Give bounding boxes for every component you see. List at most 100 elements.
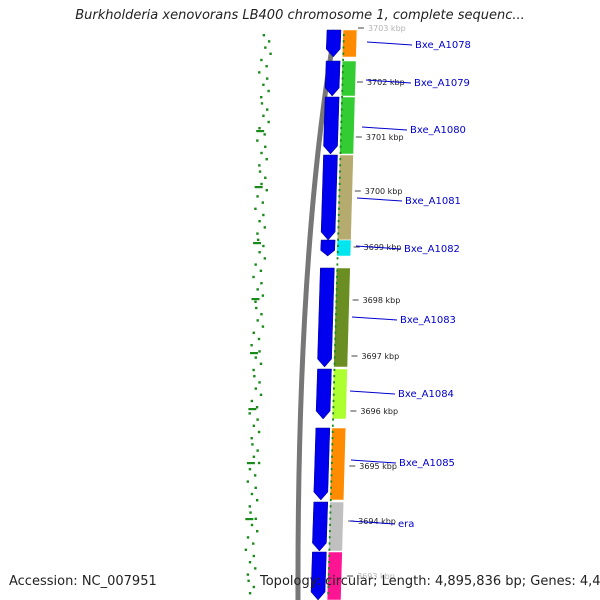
gc-dot — [331, 443, 334, 446]
gc-dot — [250, 492, 254, 496]
gene-label-Bxe_A1081[interactable]: Bxe_A1081 — [405, 196, 461, 207]
gc-dot — [340, 108, 343, 111]
gc-dot — [331, 424, 334, 427]
gene-label-Bxe_A1078[interactable]: Bxe_A1078 — [415, 40, 471, 51]
gc-dot — [259, 362, 263, 365]
gc-dot — [331, 437, 334, 440]
gene-block-Bxe_A1083[interactable] — [333, 267, 351, 368]
gc-dot — [253, 474, 257, 477]
gc-dot — [332, 393, 335, 396]
forward-arrow-1[interactable] — [324, 60, 341, 97]
gene-block-Bxe_A1078[interactable] — [341, 29, 358, 58]
gc-dot — [262, 114, 265, 117]
chromosome-backbone — [295, 29, 338, 600]
gc-dot — [262, 83, 265, 86]
gc-dot — [261, 325, 265, 328]
gc-dot — [256, 449, 259, 452]
forward-arrow-6[interactable] — [315, 368, 332, 420]
gene-block-Bxe_A1084[interactable] — [331, 368, 348, 420]
gene-label-Bxe_A1082[interactable]: Bxe_A1082 — [404, 244, 460, 255]
gc-dot — [336, 275, 338, 278]
gc-dot — [328, 561, 330, 564]
gc-dot — [250, 437, 253, 440]
gene-label-Bxe_A1083[interactable]: Bxe_A1083 — [400, 315, 456, 326]
gc-dot — [330, 480, 333, 483]
gene-label-leader — [349, 390, 396, 395]
gc-dot — [337, 220, 340, 223]
gc-dot — [260, 151, 263, 155]
gc-dot — [335, 294, 338, 297]
gc-dot — [263, 133, 266, 136]
gc-dot — [257, 430, 261, 434]
ruler-tick-label: 3697 kbp — [361, 352, 399, 361]
gene-label-Bxe_A1080[interactable]: Bxe_A1080 — [410, 125, 466, 136]
gc-dot — [263, 226, 267, 229]
gene-block-Bxe_A1079[interactable] — [340, 60, 357, 97]
gc-dot — [328, 548, 331, 551]
gc-dot — [252, 585, 256, 589]
gc-dot — [330, 474, 333, 477]
forward-arrow-3[interactable] — [320, 154, 338, 241]
gc-dot — [265, 65, 268, 68]
gc-dot — [338, 176, 341, 179]
gc-dot — [266, 108, 269, 111]
gene-block-Bxe_A1082[interactable] — [336, 239, 352, 257]
gene-block-era[interactable] — [328, 501, 345, 552]
gene-block-Bxe_A1085[interactable] — [329, 427, 347, 501]
gc-dot — [256, 288, 259, 291]
forward-arrow-9[interactable] — [310, 551, 327, 600]
ruler-tick-label: 3694 kbp — [358, 517, 396, 526]
gc-dot — [246, 480, 249, 483]
forward-arrow-4[interactable] — [320, 239, 336, 257]
gc-dot — [246, 462, 255, 465]
gc-dot — [256, 130, 265, 133]
gc-dot — [255, 499, 259, 502]
gene-block-unnamed[interactable] — [326, 551, 343, 600]
gc-dot — [264, 46, 267, 49]
gene-label-Bxe_A1084[interactable]: Bxe_A1084 — [398, 389, 454, 400]
gc-dot — [339, 139, 342, 142]
forward-arrow-0[interactable] — [325, 29, 342, 58]
gc-dot — [248, 592, 252, 595]
gc-dot — [256, 232, 259, 235]
forward-arrow-8[interactable] — [312, 501, 329, 552]
forward-arrow-2[interactable] — [323, 96, 340, 155]
gc-dot — [262, 34, 266, 37]
gene-block-Bxe_A1080[interactable] — [339, 96, 356, 155]
gc-dot — [338, 189, 341, 192]
gc-dot — [269, 52, 272, 55]
gc-dot — [258, 164, 261, 167]
gene-label-era[interactable]: era — [398, 519, 414, 530]
gene-label-Bxe_A1085[interactable]: Bxe_A1085 — [399, 458, 455, 469]
gc-dot — [334, 344, 337, 347]
gc-dot — [258, 251, 261, 254]
gc-dot — [337, 238, 339, 241]
gc-dot — [328, 554, 331, 557]
gc-dot — [339, 145, 342, 148]
gc-dot — [258, 127, 261, 130]
gc-dot — [258, 220, 261, 223]
gc-dot — [254, 186, 263, 189]
gc-dot — [262, 244, 265, 248]
gc-dot — [256, 195, 259, 198]
gc-dot — [256, 139, 259, 142]
gc-dot — [254, 263, 257, 266]
gene-label-leader — [351, 316, 398, 321]
forward-arrow-7[interactable] — [313, 427, 331, 501]
gc-dot — [267, 89, 270, 93]
gene-block-Bxe_A1081[interactable] — [336, 154, 354, 241]
gc-dot — [329, 505, 332, 508]
gc-dot — [248, 408, 257, 411]
gene-label-Bxe_A1079[interactable]: Bxe_A1079 — [414, 78, 470, 89]
ruler-tick-label: 3701 kbp — [366, 133, 404, 142]
gc-dot — [332, 418, 334, 421]
forward-arrow-5[interactable] — [317, 267, 335, 368]
gc-dot — [331, 455, 333, 458]
gc-dot — [340, 120, 343, 123]
gc-dot — [340, 114, 343, 117]
gc-dot — [335, 306, 338, 309]
ruler-tick-label: 3703 kbp — [368, 24, 406, 33]
gc-dot — [252, 331, 255, 334]
